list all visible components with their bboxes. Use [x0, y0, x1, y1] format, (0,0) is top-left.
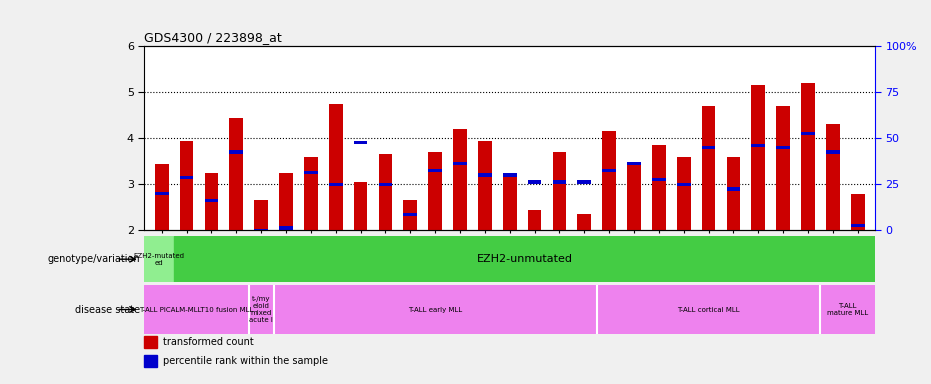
Bar: [379, 183, 392, 186]
Bar: [726, 157, 740, 230]
Text: T-ALL
mature MLL: T-ALL mature MLL: [827, 303, 869, 316]
Bar: [304, 171, 317, 174]
Bar: [702, 106, 715, 230]
Bar: [553, 180, 566, 184]
Bar: [205, 173, 218, 230]
Bar: [851, 194, 865, 230]
Bar: [751, 144, 765, 147]
Bar: [597, 285, 820, 334]
Bar: [354, 141, 368, 144]
Bar: [851, 224, 865, 227]
Bar: [528, 210, 542, 230]
Bar: [751, 85, 765, 230]
Text: T-ALL PICALM-MLLT10 fusion MLL: T-ALL PICALM-MLLT10 fusion MLL: [140, 306, 253, 313]
Bar: [802, 83, 815, 230]
Bar: [602, 131, 616, 230]
Bar: [254, 229, 268, 232]
Text: T-ALL early MLL: T-ALL early MLL: [408, 306, 463, 313]
Bar: [180, 176, 194, 179]
Bar: [279, 227, 293, 230]
Bar: [403, 200, 417, 230]
Bar: [453, 162, 466, 165]
Text: disease state: disease state: [74, 305, 140, 314]
Bar: [379, 154, 392, 230]
Bar: [354, 182, 368, 230]
Bar: [478, 174, 492, 177]
Bar: [428, 152, 442, 230]
Bar: [652, 178, 666, 181]
Text: percentile rank within the sample: percentile rank within the sample: [163, 356, 328, 366]
Text: transformed count: transformed count: [163, 337, 253, 347]
Bar: [577, 214, 591, 230]
Bar: [776, 106, 790, 230]
Bar: [155, 192, 169, 195]
Bar: [254, 200, 268, 230]
Bar: [249, 285, 274, 334]
Bar: [820, 285, 875, 334]
Bar: [329, 104, 343, 230]
Bar: [826, 151, 840, 154]
Bar: [677, 183, 691, 186]
Bar: [428, 169, 442, 172]
Bar: [602, 169, 616, 172]
Bar: [627, 162, 641, 165]
Text: genotype/variation: genotype/variation: [47, 254, 140, 264]
Bar: [478, 141, 492, 230]
Bar: [144, 285, 249, 334]
Bar: [229, 151, 243, 154]
Text: GDS4300 / 223898_at: GDS4300 / 223898_at: [144, 31, 282, 44]
Bar: [826, 124, 840, 230]
Bar: [702, 146, 715, 149]
Bar: [144, 354, 157, 367]
Bar: [528, 180, 542, 184]
Bar: [677, 157, 691, 230]
Bar: [279, 173, 293, 230]
Bar: [553, 152, 566, 230]
Text: EZH2-mutated
ed: EZH2-mutated ed: [134, 253, 184, 266]
Bar: [144, 236, 174, 282]
Bar: [503, 175, 517, 230]
Bar: [180, 141, 194, 230]
Bar: [726, 187, 740, 190]
Bar: [453, 129, 466, 230]
Bar: [577, 180, 591, 184]
Bar: [329, 183, 343, 186]
Text: EZH2-unmutated: EZH2-unmutated: [477, 254, 573, 264]
Bar: [205, 199, 218, 202]
Bar: [274, 285, 597, 334]
Bar: [503, 174, 517, 177]
Bar: [155, 164, 169, 230]
Text: t-/my
eloid
mixed
acute l: t-/my eloid mixed acute l: [250, 296, 273, 323]
Bar: [652, 145, 666, 230]
Bar: [627, 164, 641, 230]
Bar: [229, 118, 243, 230]
Bar: [776, 146, 790, 149]
Bar: [403, 213, 417, 216]
Bar: [144, 336, 157, 348]
Bar: [802, 132, 815, 135]
Bar: [304, 157, 317, 230]
Text: T-ALL cortical MLL: T-ALL cortical MLL: [677, 306, 740, 313]
